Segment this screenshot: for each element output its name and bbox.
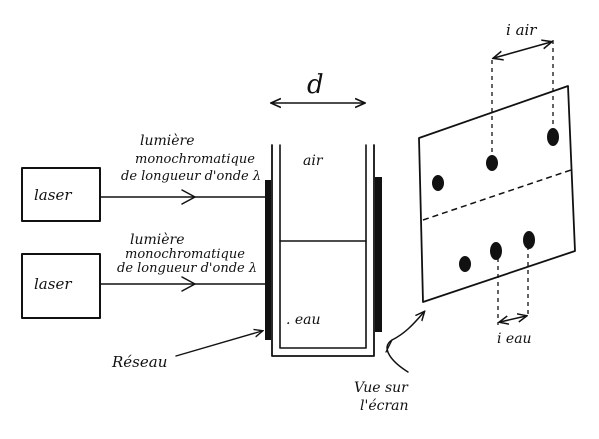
- screen-divider: [422, 169, 572, 221]
- cell-water-label: . eau: [286, 312, 321, 328]
- spot-water-2: [490, 242, 502, 260]
- air-spacing-dimension: i air: [492, 21, 553, 157]
- beam-1-caption-line2: monochromatique: [135, 152, 255, 167]
- beam-2-arrow: [181, 276, 196, 292]
- screen: [418, 85, 576, 303]
- screen-view-label-line2: l'écran: [360, 398, 409, 414]
- cell-width-dimension: d: [272, 70, 364, 103]
- beam-1-caption: lumière monochromatique de longueur d'on…: [121, 133, 261, 184]
- beam-2-caption-line2: monochromatique: [125, 247, 245, 262]
- laser-2-label: laser: [34, 275, 72, 293]
- screen-view-arrow: [386, 312, 424, 373]
- spot-water-1: [459, 256, 471, 272]
- beam-1-caption-line3: de longueur d'onde λ: [121, 169, 261, 184]
- cell-width-label: d: [307, 70, 324, 100]
- beam-2-caption-line1: lumière: [130, 232, 185, 248]
- grating-right: [375, 177, 382, 332]
- spot-air-3: [547, 128, 559, 146]
- grating-left: [265, 180, 271, 340]
- beam-1-caption-line1: lumière: [140, 133, 195, 149]
- spot-air-2: [486, 155, 498, 171]
- beam-1-arrow: [181, 189, 196, 205]
- cell-air-label: air: [303, 153, 324, 169]
- spot-water-3: [523, 231, 535, 249]
- water-spacing-dimension: i eau: [497, 246, 532, 347]
- beam-2-caption: lumière monochromatique de longueur d'on…: [117, 232, 257, 276]
- grating-pointer: [175, 331, 262, 357]
- liquid-cell: air . eau: [271, 144, 375, 357]
- air-spacing-label: i air: [506, 21, 537, 39]
- laser-2: laser: [21, 253, 101, 319]
- beam-2-caption-line3: de longueur d'onde λ: [117, 261, 257, 276]
- screen-view-label-line1: Vue sur: [354, 380, 409, 396]
- grating-label: Réseau: [111, 353, 167, 371]
- water-spacing-label: i eau: [497, 331, 532, 347]
- laser-1-label: laser: [34, 186, 72, 204]
- spot-air-1: [432, 175, 444, 191]
- laser-1: laser: [21, 167, 101, 222]
